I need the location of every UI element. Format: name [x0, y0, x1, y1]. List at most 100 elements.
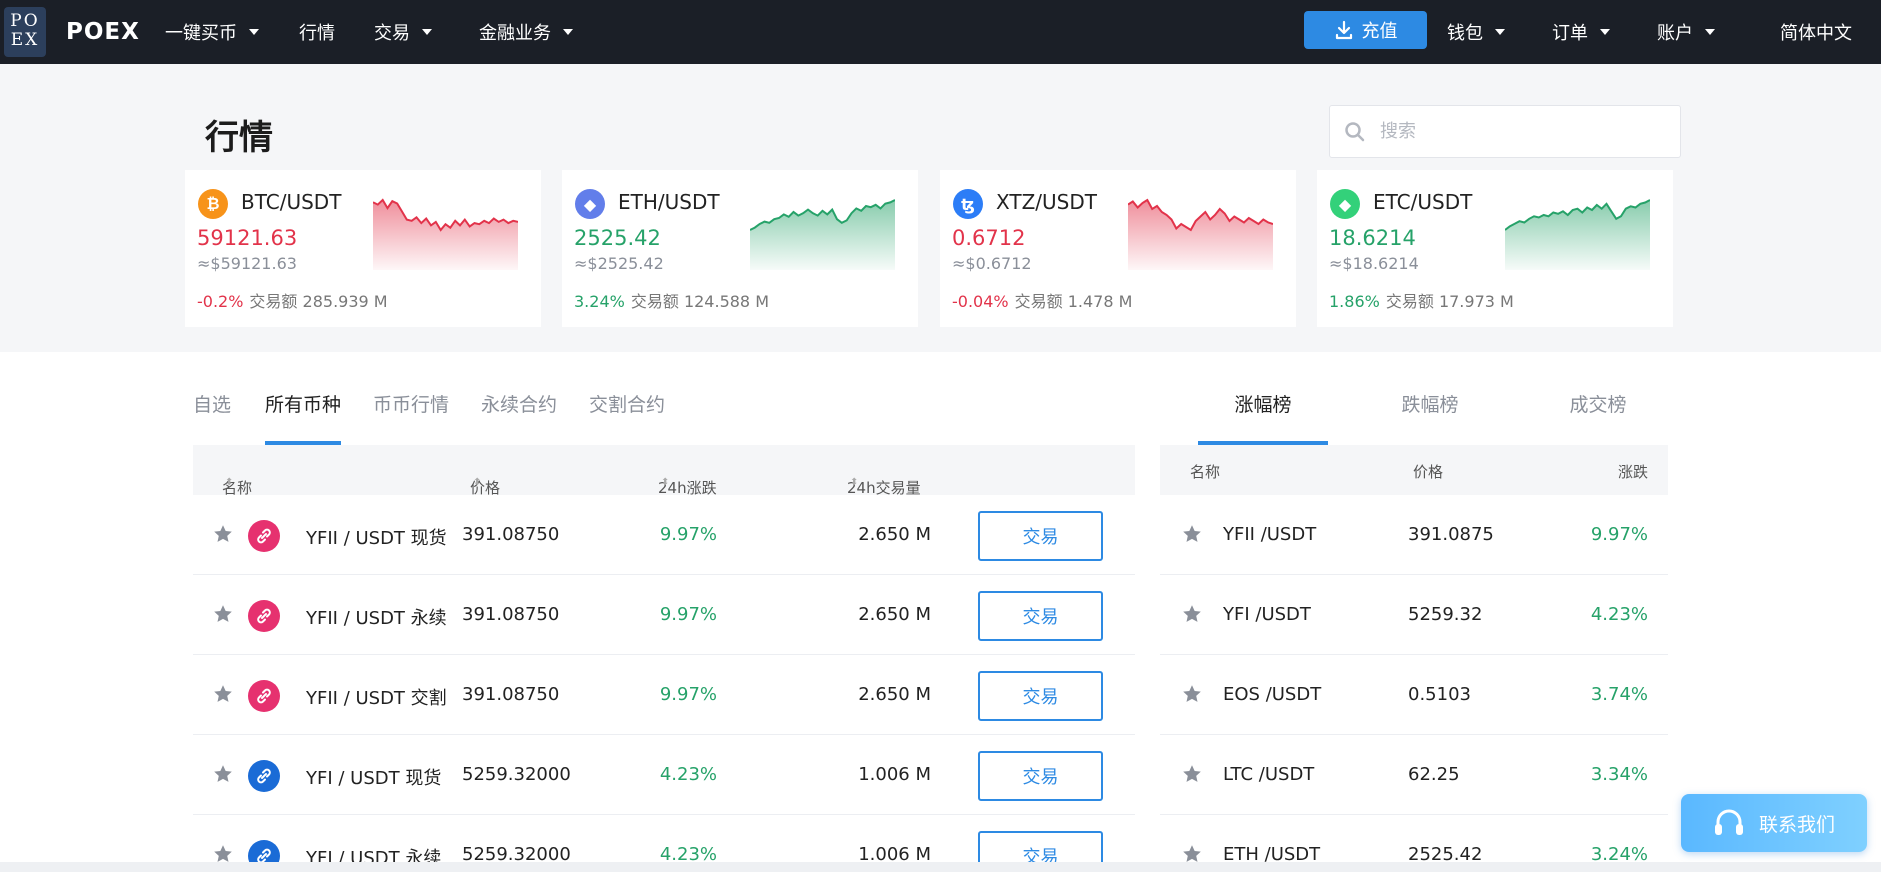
chevron-down-icon	[1705, 29, 1715, 35]
tab-all-coins[interactable]: 所有币种	[265, 385, 342, 445]
tab-perpetual[interactable]: 永续合约	[481, 394, 558, 416]
language-switch[interactable]: 简体中文	[1780, 0, 1852, 64]
nav-finance-label: 金融业务	[479, 23, 551, 44]
star-icon[interactable]	[212, 843, 234, 869]
ticker-card[interactable]: ◆ ETH/USDT 2525.42 ≈$2525.42 3.24% 交易额 12…	[562, 170, 918, 327]
sparkline-chart	[1128, 198, 1273, 270]
table-row[interactable]: YFII / USDT 交割 391.08750 9.97% 2.650 M 交…	[193, 655, 1135, 735]
star-icon[interactable]	[1181, 763, 1203, 789]
contact-us-label: 联系我们	[1758, 813, 1835, 836]
nav-account[interactable]: 账户	[1657, 0, 1715, 64]
ranking-pair-price: 5259.32	[1408, 604, 1483, 625]
trade-button[interactable]: 交易	[978, 671, 1103, 721]
nav-markets[interactable]: 行情	[299, 0, 335, 64]
ticker-volume: 124.588 M	[683, 292, 769, 311]
trade-button[interactable]: 交易	[978, 511, 1103, 561]
star-icon[interactable]	[212, 603, 234, 629]
tab-gainers[interactable]: 涨幅榜	[1198, 385, 1328, 445]
logo[interactable]: PO EX POEX	[4, 0, 140, 64]
ticker-volume-label: 交易额	[249, 292, 298, 311]
recharge-label: 充值	[1361, 21, 1398, 42]
ticker-card[interactable]: ₿ BTC/USDT 59121.63 ≈$59121.63 -0.2% 交易额 …	[185, 170, 541, 327]
ticker-price-usd: ≈$2525.42	[574, 254, 664, 273]
ticker-price: 18.6214	[1329, 226, 1416, 250]
tab-favorites[interactable]: 自选	[193, 394, 232, 416]
nav-quick-buy[interactable]: 一键买币	[165, 0, 259, 64]
ticker-change: 3.24%	[574, 292, 625, 311]
yfi-icon	[248, 760, 280, 792]
star-icon[interactable]	[212, 683, 234, 709]
star-icon[interactable]	[1181, 843, 1203, 869]
sparkline-line	[750, 199, 895, 231]
ticker-change: -0.2%	[197, 292, 244, 311]
ranking-table-header: 名称 价格 涨跌	[1160, 445, 1668, 495]
star-icon[interactable]	[1181, 523, 1203, 549]
star-icon[interactable]	[1181, 603, 1203, 629]
sort-icon: ⬍	[661, 477, 670, 488]
yfii-icon	[248, 680, 280, 712]
ticker-change: 1.86%	[1329, 292, 1380, 311]
search-input[interactable]	[1380, 121, 1660, 142]
table-row[interactable]: YFI / USDT 现货 5259.32000 4.23% 1.006 M 交…	[193, 735, 1135, 815]
ranking-row[interactable]: EOS /USDT 0.5103 3.74%	[1160, 655, 1668, 735]
tezos-icon: ꜩ	[953, 189, 983, 219]
trade-button[interactable]: 交易	[978, 591, 1103, 641]
table-row[interactable]: YFII / USDT 现货 391.08750 9.97% 2.650 M 交…	[193, 495, 1135, 575]
tab-losers[interactable]: 跌幅榜	[1401, 394, 1459, 416]
ticker-card[interactable]: ◆ ETC/USDT 18.6214 ≈$18.6214 1.86% 交易额 17…	[1317, 170, 1673, 327]
ranking-row[interactable]: LTC /USDT 62.25 3.34%	[1160, 735, 1668, 815]
pair-change: 9.97%	[659, 604, 717, 625]
pair-name: YFI / USDT 现货	[306, 768, 442, 789]
pair-price: 391.08750	[462, 684, 560, 705]
nav-finance[interactable]: 金融业务	[479, 0, 573, 64]
pair-price: 391.08750	[462, 604, 560, 625]
nav-markets-label: 行情	[299, 23, 335, 44]
ranking-pair-name: ETH /USDT	[1223, 844, 1321, 865]
nav-orders[interactable]: 订单	[1552, 0, 1610, 64]
pair-change: 9.97%	[659, 524, 717, 545]
trade-button[interactable]: 交易	[978, 751, 1103, 801]
tab-delivery[interactable]: 交割合约	[589, 394, 666, 416]
ticker-volume-label: 交易额	[630, 292, 679, 311]
nav-wallet[interactable]: 钱包	[1447, 0, 1505, 64]
sparkline-chart	[1505, 199, 1650, 270]
table-row[interactable]: YFII / USDT 永续 391.08750 9.97% 2.650 M 交…	[193, 575, 1135, 655]
ranking-pair-price: 62.25	[1408, 764, 1460, 785]
pair-change: 4.23%	[659, 844, 717, 865]
market-table-header: 名称 ⬍ 价格 ⬍ 24h涨跌 ⬍ 24h交易量 ⬍	[193, 445, 1135, 497]
ranking-row[interactable]: ETH /USDT 2525.42 3.24%	[1160, 815, 1668, 872]
star-icon[interactable]	[1181, 683, 1203, 709]
ranking-row[interactable]: YFI /USDT 5259.32 4.23%	[1160, 575, 1668, 655]
pair-volume: 2.650 M	[858, 604, 931, 625]
contact-us-button[interactable]: 联系我们	[1681, 794, 1867, 852]
ranking-pair-change: 3.24%	[1590, 844, 1648, 865]
ranking-row[interactable]: YFII /USDT 391.0875 9.97%	[1160, 495, 1668, 575]
tab-volume[interactable]: 成交榜	[1569, 394, 1627, 416]
sparkline-chart	[373, 198, 518, 270]
star-icon[interactable]	[212, 523, 234, 549]
ticker-change: -0.04%	[952, 292, 1009, 311]
tab-spot[interactable]: 币币行情	[373, 394, 450, 416]
page-bottom-edge	[0, 862, 1881, 872]
pair-volume: 1.006 M	[858, 764, 931, 785]
ranking-pair-price: 391.0875	[1408, 524, 1494, 545]
ranking-pair-change: 3.74%	[1590, 684, 1648, 705]
header-price-label: 价格	[470, 479, 501, 497]
nav-wallet-label: 钱包	[1447, 23, 1483, 44]
nav-orders-label: 订单	[1552, 23, 1588, 44]
pair-change: 4.23%	[659, 764, 717, 785]
ticker-card[interactable]: ꜩ XTZ/USDT 0.6712 ≈$0.6712 -0.04% 交易额 1.4…	[940, 170, 1296, 327]
language-label: 简体中文	[1780, 23, 1852, 44]
headset-icon	[1714, 809, 1743, 835]
pair-name: YFII / USDT 交割	[306, 688, 447, 709]
recharge-button[interactable]: 充值	[1304, 11, 1427, 49]
sparkline-area	[750, 200, 895, 270]
sort-icon: ⬍	[850, 477, 859, 488]
nav-trade[interactable]: 交易	[374, 0, 432, 64]
pair-volume: 2.650 M	[858, 524, 931, 545]
ranking-pair-name: YFI /USDT	[1223, 604, 1311, 625]
page-title: 行情	[205, 118, 273, 158]
pair-volume: 2.650 M	[858, 684, 931, 705]
star-icon[interactable]	[212, 763, 234, 789]
chevron-down-icon	[1600, 29, 1610, 35]
